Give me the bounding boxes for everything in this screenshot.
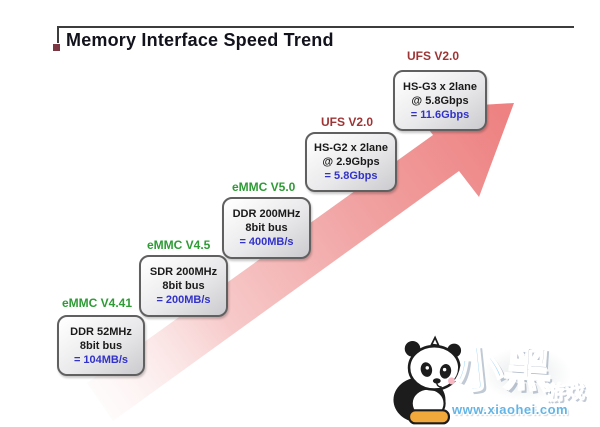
stage-line: DDR 52MHz (70, 325, 132, 338)
stage-line: HS-G2 x 2lane (314, 142, 388, 154)
stage-line: HS-G3 x 2lane (403, 80, 477, 93)
stage-speed-value: = 11.6Gbps (410, 108, 470, 121)
panda-logo-icon (393, 335, 462, 425)
title-bullet-square (53, 44, 60, 51)
stage-speed-value: = 5.8Gbps (324, 170, 378, 182)
stage-line: 8bit bus (245, 222, 288, 234)
watermark-brand-text: 小黑 (451, 330, 555, 401)
brand-char: 小 (451, 341, 506, 401)
stage-line: 8bit bus (162, 280, 205, 292)
stage-box-ufs-v20-g2: HS-G2 x 2lane @ 2.9Gbps = 5.8Gbps (305, 132, 397, 192)
stage-label-emmc-v50: eMMC V5.0 (232, 180, 296, 194)
stage-line: @ 5.8Gbps (411, 94, 469, 107)
watermark-splash (466, 338, 586, 410)
stage-speed-value: = 400MB/s (239, 236, 294, 248)
stage-label-ufs-v20-g2: UFS V2.0 (321, 115, 374, 129)
stage-line: @ 2.9Gbps (322, 156, 380, 168)
stage-line: SDR 200MHz (149, 266, 218, 278)
page-title: Memory Interface Speed Trend (66, 30, 334, 50)
stage-speed-value: = 200MB/s (156, 294, 211, 306)
title-rule-corner (57, 26, 59, 43)
stage-box-emmc-v441: DDR 52MHz 8bit bus = 104MB/s (57, 315, 145, 376)
stage-box-emmc-v50: DDR 200MHz 8bit bus = 400MB/s (222, 197, 311, 259)
stage-label-emmc-v441: eMMC V4.41 (62, 296, 133, 310)
site-watermark: 小黑 游戏 www.xiaohei.com (388, 328, 600, 427)
stage-speed-value: = 104MB/s (73, 353, 129, 366)
stage-line: DDR 200MHz (232, 208, 301, 220)
watermark-url: www.xiaohei.com (452, 402, 569, 417)
stage-line: 8bit bus (79, 339, 123, 352)
stage-box-ufs-v20-g3: HS-G3 x 2lane @ 5.8Gbps = 11.6Gbps (393, 70, 487, 131)
title-rule (57, 26, 574, 28)
stage-label-ufs-v20-g3: UFS V2.0 (407, 49, 460, 63)
stage-box-emmc-v45: SDR 200MHz 8bit bus = 200MB/s (139, 255, 228, 317)
stage-label-emmc-v45: eMMC V4.5 (147, 238, 211, 252)
